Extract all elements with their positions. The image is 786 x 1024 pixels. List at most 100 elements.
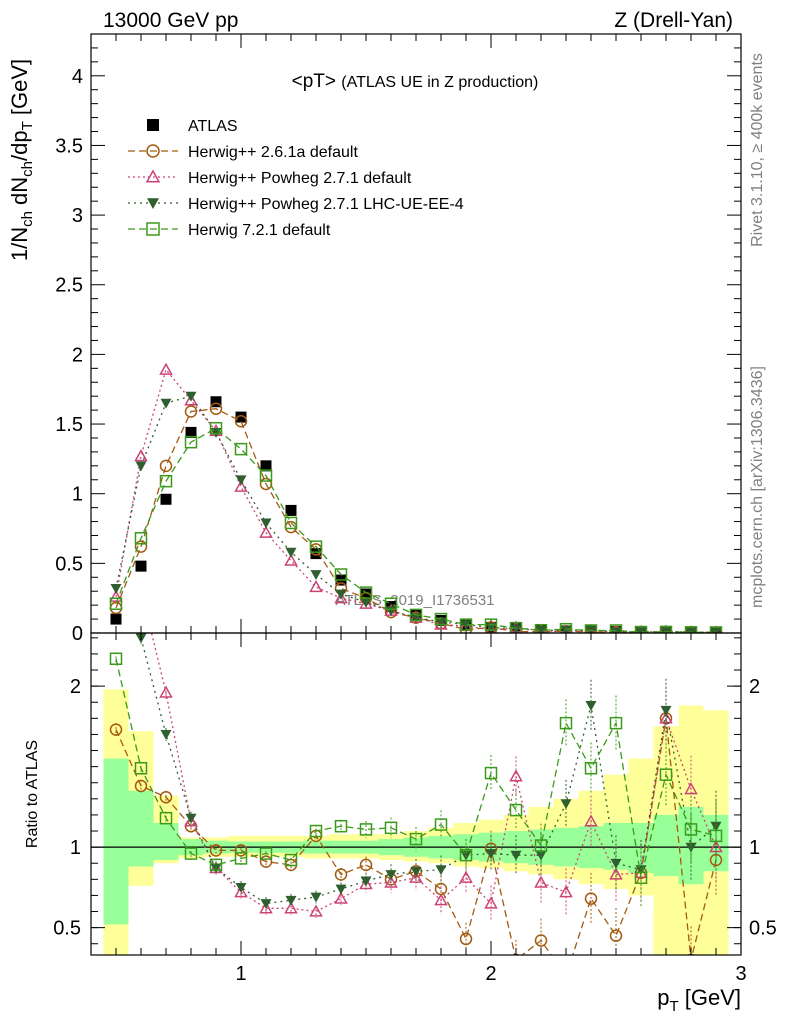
ratio-point-powheg_ue <box>210 863 222 874</box>
point-herwig721 <box>659 625 673 633</box>
point-atlas <box>210 396 222 408</box>
point-powheg_ue <box>335 589 347 600</box>
point-powheg_ue <box>185 391 197 402</box>
rivet-label: Rivet 3.1.10, ≥ 400k events <box>749 53 766 247</box>
point-powheg_ue <box>310 570 322 580</box>
ratio-point-herwig261 <box>359 858 373 872</box>
point-herwig721 <box>559 622 573 633</box>
ratio-point-powheg_ue <box>310 892 322 903</box>
ratio-point-herwig721 <box>359 823 373 836</box>
ratio-point-powheg_ue <box>660 705 672 716</box>
ratio-point-powheg_ue <box>360 876 372 887</box>
uncertainty-band-inner <box>153 822 179 861</box>
point-herwig721 <box>609 624 623 633</box>
point-herwig721 <box>109 597 123 610</box>
legend-label-herwig721: Herwig 7.2.1 default <box>188 222 331 239</box>
point-atlas <box>160 493 172 505</box>
ratio-point-powheg_ue <box>260 899 272 909</box>
ratio-point-herwig261 <box>512 953 520 955</box>
analysis-watermark: ATLAS_2019_I1736531 <box>335 592 494 609</box>
point-powheg_ue <box>160 398 172 409</box>
ratio-point-powheg_ue <box>710 821 722 832</box>
ratio-point-herwig261 <box>134 779 148 793</box>
point-herwig721 <box>384 597 398 610</box>
ratio-point-powheg_ue <box>410 866 422 877</box>
ratio-point-herwig261 <box>584 892 598 905</box>
ratio-point-powheg_ue <box>285 895 297 906</box>
uncertainty-band-inner <box>128 790 154 867</box>
ratio-point-powheg <box>309 904 323 917</box>
ratio-point-powheg <box>234 885 248 898</box>
ratio-point-herwig261 <box>687 953 695 955</box>
ratio-point-powheg <box>584 814 598 827</box>
ratio-point-herwig261 <box>334 868 348 881</box>
header-right: Z (Drell-Yan) <box>614 9 733 32</box>
point-powheg_ue <box>360 597 372 608</box>
ratio-point-powheg <box>184 814 198 827</box>
ratio-point-powheg_ue <box>385 870 397 880</box>
mcplots-label: mcplots.cern.ch [arXiv:1306.3436] <box>749 366 766 608</box>
point-herwig721 <box>409 608 423 622</box>
ratio-point-herwig721 <box>409 832 423 846</box>
point-powheg <box>159 362 173 375</box>
point-herwig261 <box>184 405 198 418</box>
ratio-frame <box>90 632 742 956</box>
y-tick-label: 3 <box>72 205 83 227</box>
point-powheg <box>309 579 323 593</box>
ratio-plot-panel: 0.5 0.5 1 1 2 2 1 2 3 Ratio to ATLAS pT [GeV] <box>24 584 777 1015</box>
ratio-point-powheg_ue <box>610 858 622 869</box>
legend-marker-herwig261 <box>146 144 160 158</box>
ratio-point-powheg <box>136 584 147 594</box>
point-powheg_ue <box>110 584 122 594</box>
x-tick-label: 2 <box>485 963 496 985</box>
point-powheg <box>284 553 298 566</box>
ratio-point-herwig721 <box>684 823 698 836</box>
y-tick-label: 0 <box>72 623 83 645</box>
point-herwig721 <box>509 621 523 633</box>
ratio-y-tick-label: 0.5 <box>53 918 81 940</box>
ratio-point-herwig721 <box>459 848 473 862</box>
ratio-point-herwig721 <box>634 871 648 884</box>
ratio-point-herwig721 <box>284 853 298 867</box>
ratio-point-powheg <box>334 891 348 904</box>
point-powheg_ue <box>460 620 472 631</box>
ratio-point-herwig721 <box>109 652 123 666</box>
ratio-point-herwig721 <box>509 803 523 817</box>
ratio-point-powheg <box>509 769 523 782</box>
ratio-point-herwig721 <box>609 716 623 730</box>
x-tick-label: 3 <box>735 963 746 985</box>
ratio-point-powheg_ue <box>160 730 172 740</box>
ratio-point-herwig261 <box>609 929 623 942</box>
point-atlas <box>110 613 122 625</box>
point-powheg <box>234 479 248 492</box>
ratio-point-powheg_ue <box>560 799 572 810</box>
point-atlas <box>260 460 272 472</box>
ratio-point-herwig261 <box>434 882 448 896</box>
uncertainty-band-inner <box>653 814 679 877</box>
ratio-point-powheg <box>484 896 498 909</box>
legend-marker-herwig721 <box>146 222 160 236</box>
point-herwig721 <box>334 568 348 581</box>
point-herwig721 <box>259 469 273 482</box>
ratio-point-herwig721 <box>209 858 223 872</box>
header-left: 13000 GeV pp <box>103 9 238 32</box>
legend-label-powheg: Herwig++ Powheg 2.7.1 default <box>188 170 412 187</box>
point-herwig721 <box>484 618 498 631</box>
ratio-point-powheg <box>409 870 423 883</box>
ratio-point-powheg <box>534 875 548 888</box>
point-herwig721 <box>309 540 323 553</box>
point-herwig261 <box>159 459 173 473</box>
ratio-y-axis-label: Ratio to ATLAS <box>24 740 41 848</box>
y-tick-label: 1 <box>72 484 83 506</box>
ratio-point-herwig721 <box>659 768 673 781</box>
point-atlas <box>360 588 372 600</box>
point-powheg_ue <box>535 625 547 633</box>
point-herwig721 <box>184 435 198 449</box>
point-powheg_ue <box>435 617 447 628</box>
legend-marker-atlas <box>147 119 159 131</box>
ratio-point-powheg <box>259 901 273 914</box>
ratio-point-herwig261 <box>459 932 473 946</box>
ratio-y-tick-label-right: 0.5 <box>749 918 777 940</box>
y-tick-label: 2.5 <box>55 275 83 297</box>
